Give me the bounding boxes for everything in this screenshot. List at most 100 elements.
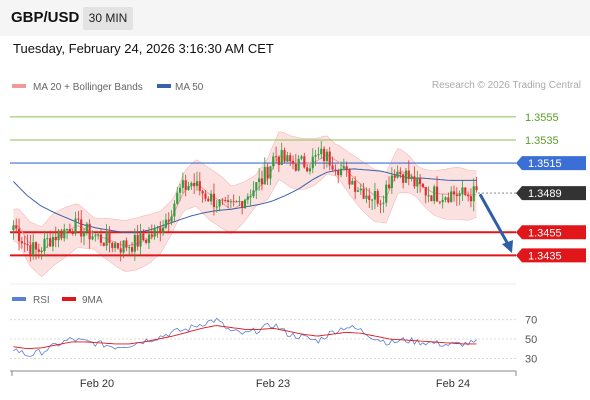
candle-body-86 bbox=[255, 182, 258, 191]
candle-body-8 bbox=[34, 242, 38, 250]
candle-body-35 bbox=[111, 242, 114, 248]
candle-body-103 bbox=[303, 156, 306, 168]
x-tick-label-0: Feb 20 bbox=[80, 378, 114, 390]
candle-body-102 bbox=[300, 156, 303, 159]
candle-body-101 bbox=[297, 158, 300, 171]
candle-body-55 bbox=[167, 219, 170, 222]
candle-body-2 bbox=[17, 228, 21, 242]
candle-body-38 bbox=[119, 248, 122, 253]
candle-body-79 bbox=[235, 201, 238, 203]
candle-body-1 bbox=[15, 225, 18, 229]
candle-body-69 bbox=[207, 198, 210, 202]
candle-body-70 bbox=[210, 193, 213, 202]
candle-body-61 bbox=[184, 180, 187, 190]
level-label-4: 1.3455 bbox=[528, 227, 562, 239]
candle-body-10 bbox=[40, 251, 43, 253]
candle-body-150 bbox=[435, 186, 439, 202]
forecast-arrow-head bbox=[502, 240, 513, 254]
level-tag-2 bbox=[516, 156, 586, 171]
timestamp: Tuesday, February 24, 2026 3:16:30 AM CE… bbox=[13, 41, 274, 56]
price-labels: 1.3555 1.3535 1.3515 1.3489 1.3455 1.3435 bbox=[516, 112, 586, 263]
candle-body-146 bbox=[424, 186, 427, 196]
legend-ma20-label: MA 20 + Bollinger Bands bbox=[33, 82, 143, 93]
candle-body-134 bbox=[390, 175, 393, 188]
candle-body-145 bbox=[421, 183, 424, 187]
candle-body-141 bbox=[410, 176, 413, 179]
candle-body-157 bbox=[455, 194, 458, 197]
candle-body-106 bbox=[311, 156, 314, 169]
candle-body-137 bbox=[399, 171, 402, 175]
candle-body-87 bbox=[258, 178, 261, 183]
candle-body-26 bbox=[85, 223, 88, 232]
candle-body-149 bbox=[433, 186, 436, 202]
candle-body-100 bbox=[294, 163, 297, 171]
candle-body-138 bbox=[402, 174, 405, 183]
candle-body-43 bbox=[133, 234, 136, 252]
candle-body-159 bbox=[461, 187, 464, 194]
candle-body-9 bbox=[37, 249, 40, 252]
candle-body-128 bbox=[373, 191, 376, 200]
candle-body-143 bbox=[416, 178, 419, 187]
candle-body-71 bbox=[212, 193, 216, 208]
candle-body-81 bbox=[241, 201, 244, 209]
candle-body-80 bbox=[238, 201, 241, 203]
candle-body-132 bbox=[385, 184, 388, 203]
legend-ma50-swatch bbox=[157, 84, 171, 88]
candle-body-17 bbox=[60, 230, 63, 239]
timeframe-badge[interactable]: 30 MIN bbox=[83, 7, 133, 30]
candle-body-53 bbox=[162, 227, 165, 234]
candle-body-109 bbox=[320, 148, 323, 155]
candle-body-118 bbox=[345, 166, 348, 169]
candle-body-5 bbox=[26, 243, 29, 246]
rsi-tick-label-30: 30 bbox=[525, 353, 537, 365]
candle-body-20 bbox=[68, 228, 71, 234]
candle-body-39 bbox=[122, 240, 125, 253]
x-tick-label-2: Feb 24 bbox=[436, 378, 470, 390]
candle-body-88 bbox=[260, 178, 264, 185]
candle-body-115 bbox=[337, 171, 340, 176]
candle-body-147 bbox=[427, 195, 430, 197]
level-label-2: 1.3515 bbox=[528, 158, 562, 170]
candle-body-125 bbox=[365, 195, 368, 199]
candle-body-89 bbox=[263, 166, 266, 185]
copyright-text: Research © 2026 Trading Central bbox=[431, 80, 581, 91]
candle-body-36 bbox=[114, 243, 117, 248]
candle-body-123 bbox=[359, 188, 362, 191]
candle-body-144 bbox=[419, 178, 422, 184]
candle-body-7 bbox=[32, 242, 35, 256]
candle-body-133 bbox=[387, 184, 391, 188]
bollinger-upper-line bbox=[13, 131, 477, 228]
candle-body-98 bbox=[289, 155, 292, 162]
level-label-3: 1.3489 bbox=[528, 188, 562, 200]
level-lines bbox=[10, 116, 516, 257]
candle-body-65 bbox=[195, 181, 199, 187]
legend-rsi-label: RSI bbox=[33, 295, 50, 306]
rsi-tick-label-70: 70 bbox=[525, 315, 537, 327]
candle-body-93 bbox=[274, 156, 278, 158]
candle-body-46 bbox=[142, 233, 145, 241]
candle-body-78 bbox=[232, 201, 235, 203]
rsi-line bbox=[13, 317, 477, 357]
candle-body-16 bbox=[57, 230, 60, 241]
level-tag-5 bbox=[516, 248, 586, 263]
candle-body-64 bbox=[193, 182, 196, 187]
candle-body-129 bbox=[376, 191, 379, 204]
candle-body-33 bbox=[105, 231, 108, 246]
candle-body-14 bbox=[51, 236, 55, 247]
candle-body-164 bbox=[475, 186, 478, 191]
candle-body-116 bbox=[339, 168, 343, 176]
candle-body-27 bbox=[88, 223, 91, 240]
candle-body-83 bbox=[246, 196, 249, 200]
candle-body-140 bbox=[407, 170, 410, 179]
candle-body-119 bbox=[348, 168, 351, 185]
candle-body-50 bbox=[153, 228, 156, 237]
candle-body-56 bbox=[170, 216, 173, 222]
candle-body-117 bbox=[342, 166, 345, 169]
candle-body-131 bbox=[382, 202, 385, 204]
candle-body-24 bbox=[80, 219, 83, 237]
candle-body-74 bbox=[221, 199, 224, 201]
legend-ma50-label: MA 50 bbox=[175, 82, 204, 93]
symbol-label[interactable]: GBP/USD bbox=[11, 9, 80, 26]
